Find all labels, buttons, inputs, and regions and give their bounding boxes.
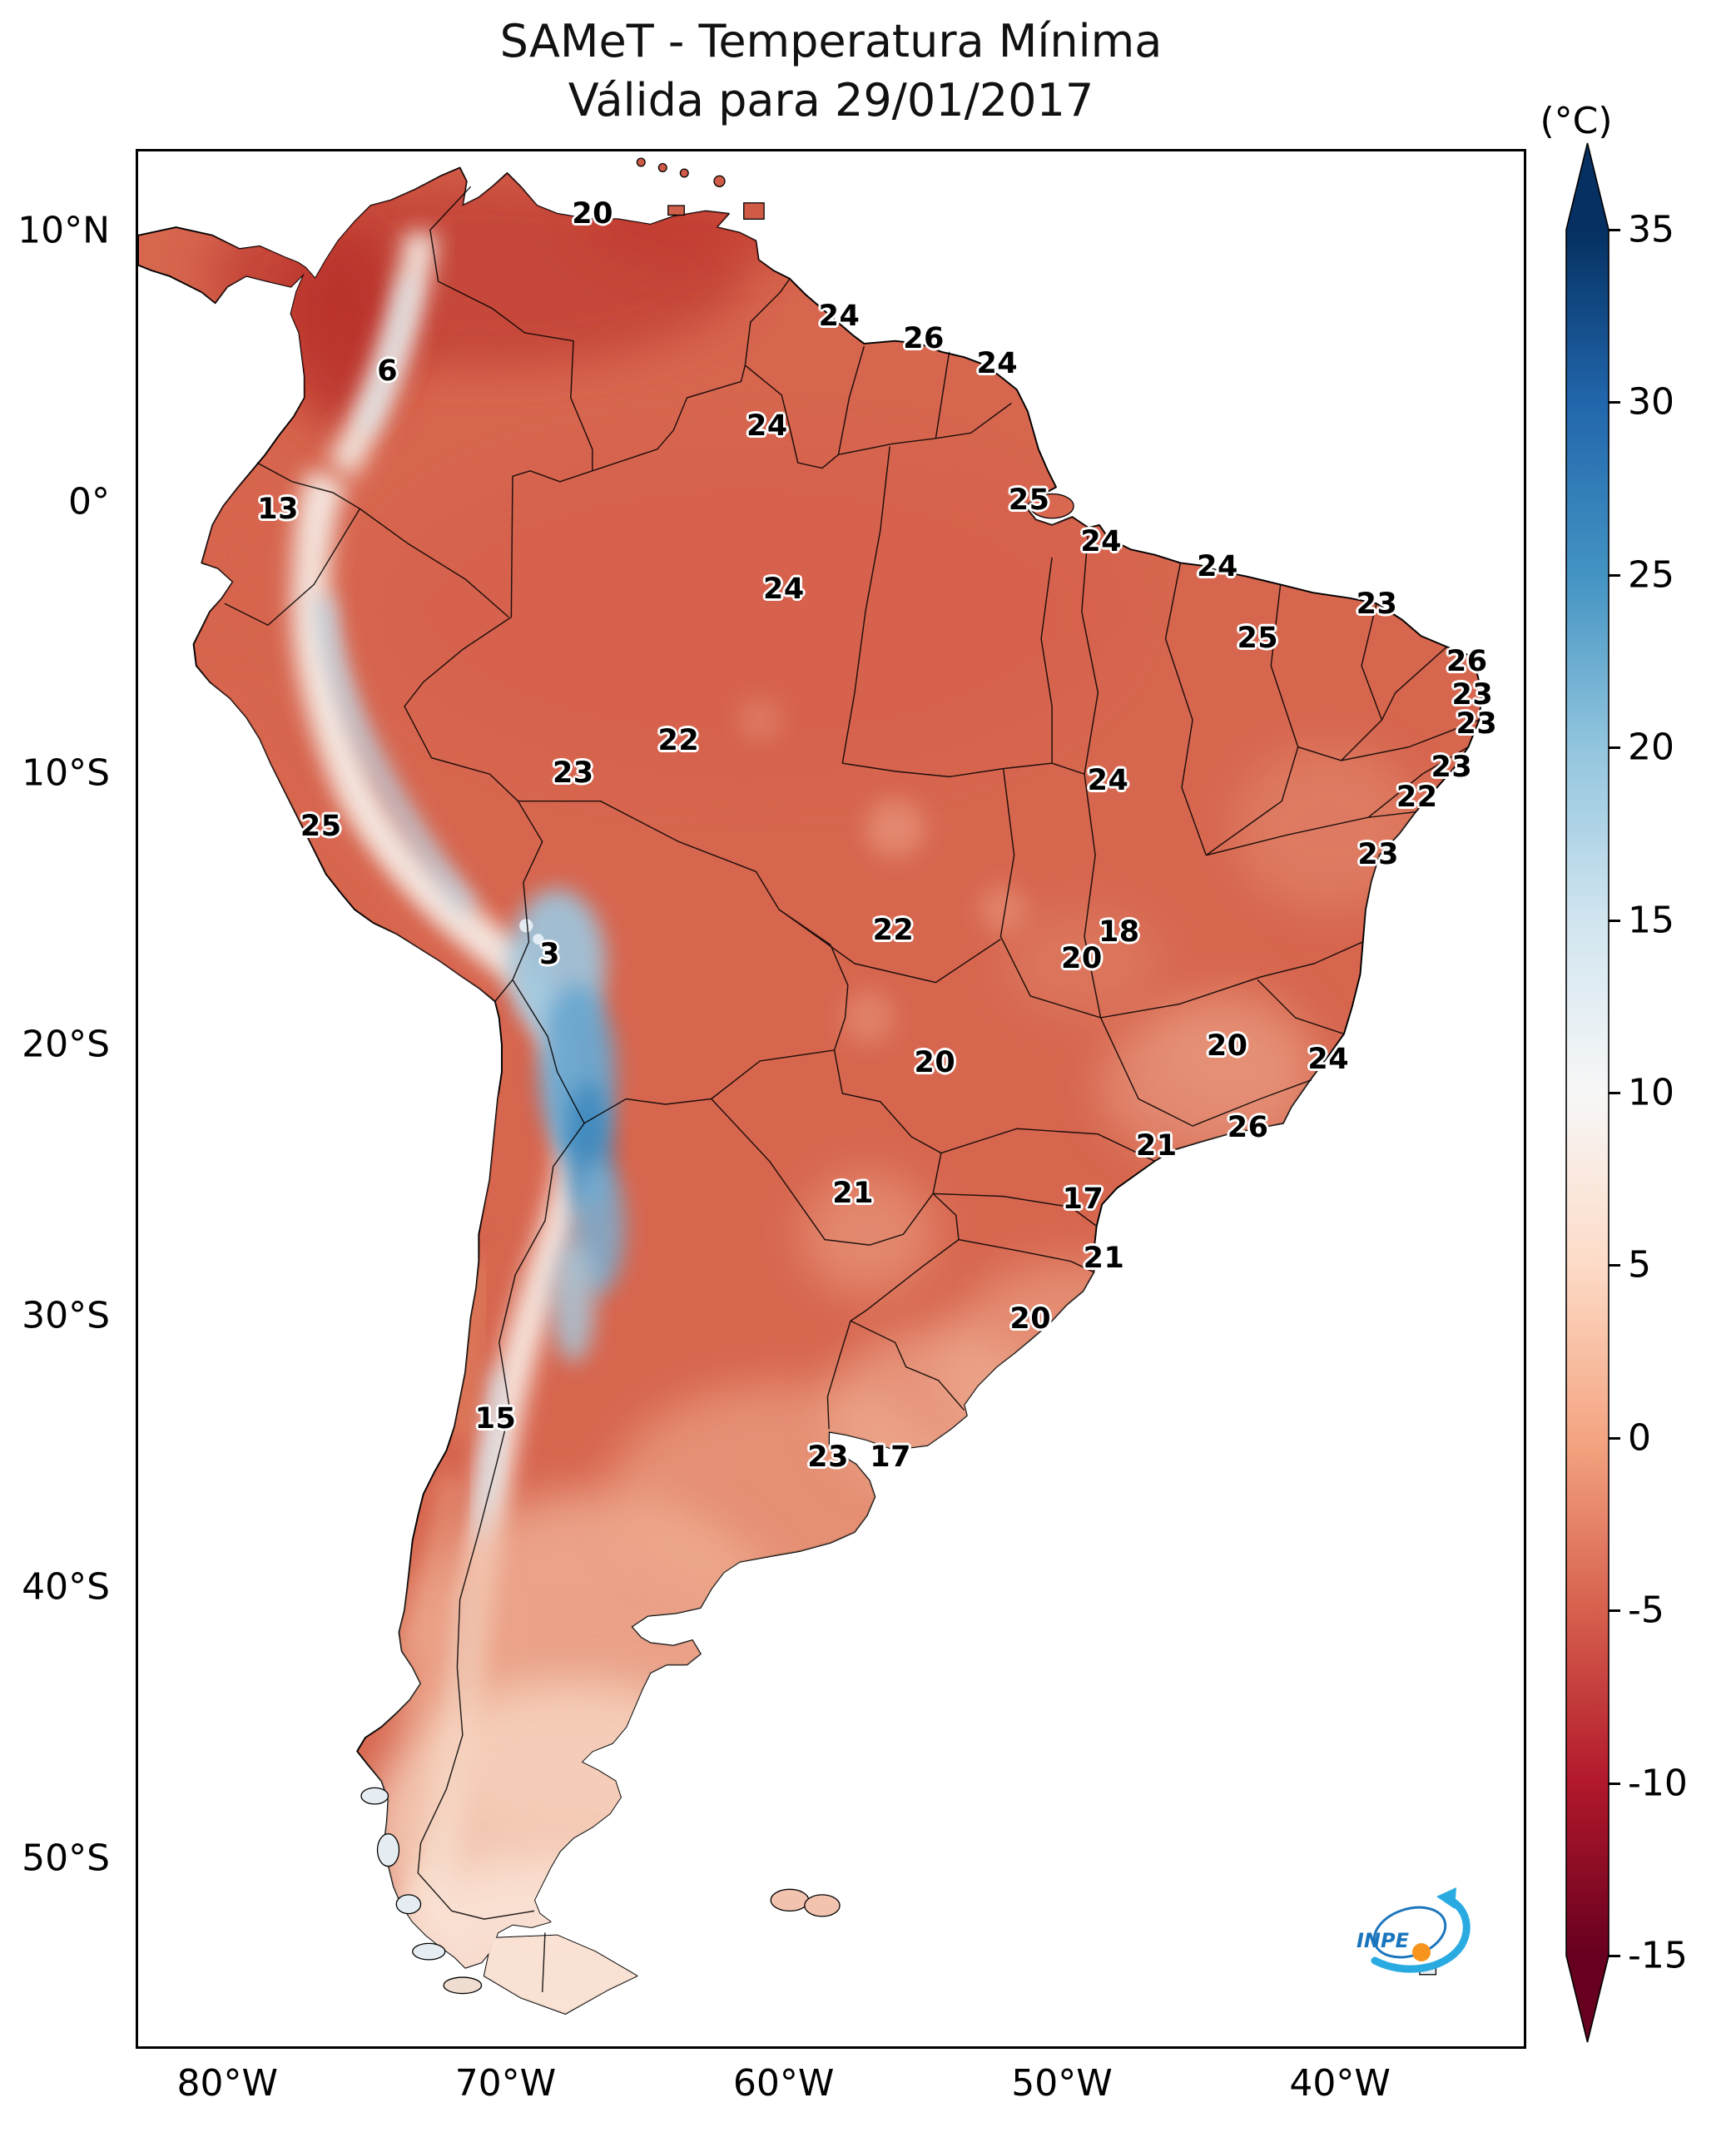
inpe-swoosh-arrow — [1371, 1897, 1471, 1973]
temperature-label: 24 — [746, 409, 788, 444]
temperature-label: 3 — [539, 938, 560, 972]
temperature-label: 20 — [1206, 1029, 1248, 1063]
temperature-label: 20 — [1009, 1302, 1052, 1336]
latitude-tick-label: 10°N — [17, 209, 110, 252]
temperature-label: 25 — [1237, 622, 1279, 656]
colorbar-tick-label: 25 — [1628, 553, 1674, 597]
temperature-label: 26 — [1446, 644, 1488, 678]
inpe-logo: INPE — [1357, 1887, 1471, 1973]
temperature-label: 20 — [572, 197, 613, 231]
inpe-sun-dot — [1412, 1943, 1431, 1961]
map-plot-area: 20 24 26 24 6 24 13 25 24 24 24 23 25 26 23 23 22 23 23 22 2… — [136, 149, 1526, 2049]
temperature-label: 24 — [976, 347, 1019, 381]
inpe-logo-text: INPE — [1357, 1929, 1410, 1952]
latitude-tick-label: 30°S — [22, 1294, 110, 1337]
latitude-tick-label: 50°S — [22, 1837, 110, 1880]
temperature-label: 22 — [657, 724, 700, 758]
temperature-label: 22 — [1396, 781, 1438, 815]
temperature-label: 13 — [257, 493, 300, 527]
temperature-label: 15 — [474, 1402, 517, 1436]
temperature-label: 25 — [300, 809, 342, 843]
colorbar-tick-mark — [1609, 919, 1620, 922]
colorbar-tick-label: -5 — [1628, 1589, 1664, 1632]
colorbar-tick-mark — [1609, 1782, 1620, 1785]
latitude-tick-label: 40°S — [22, 1565, 110, 1609]
colorbar-tick-label: -10 — [1628, 1762, 1688, 1805]
temperature-label: 24 — [1087, 763, 1129, 797]
temperature-label: 23 — [1451, 678, 1494, 712]
colorbar-tick-label: 15 — [1628, 899, 1674, 942]
temperature-label: 17 — [1062, 1183, 1104, 1217]
colorbar-tick-label: 5 — [1628, 1243, 1651, 1287]
temperature-label: 26 — [903, 322, 945, 356]
title-line2: Válida para 29/01/2017 — [568, 74, 1094, 127]
temperature-label: 6 — [377, 355, 399, 389]
islands — [360, 157, 1437, 1995]
temperature-label-layer: 20 24 26 24 6 24 13 25 24 24 24 23 25 26 23 23 22 23 23 22 2… — [138, 151, 1524, 2046]
colorbar-tick-label: 20 — [1628, 726, 1674, 769]
temperature-label: 20 — [914, 1046, 956, 1080]
temperature-label: 23 — [552, 756, 594, 790]
colorbar-tick-mark — [1609, 1092, 1620, 1094]
colorbar-tick-label: 35 — [1628, 208, 1674, 251]
latitude-tick-label: 20°S — [22, 1023, 110, 1066]
temperature-label: 21 — [1083, 1241, 1125, 1275]
latitude-axis: 10°N 0° 10°S 20°S 30°S 40°S 50°S — [0, 0, 125, 2152]
temperature-label: 23 — [807, 1440, 850, 1474]
colorbar-tick-label: -15 — [1628, 1934, 1688, 1977]
colorbar-tick-label: 30 — [1628, 380, 1674, 424]
longitude-axis: 80°W 70°W 60°W 50°W 40°W — [0, 2062, 1736, 2112]
colorbar-tick-mark — [1609, 401, 1620, 404]
temperature-label: 23 — [1456, 707, 1498, 741]
colorbar-tick-mark — [1609, 229, 1620, 231]
colorbar-gradient — [1565, 142, 1610, 2043]
title-line1: SAMeT - Temperatura Mínima — [499, 15, 1163, 67]
longitude-tick-label: 70°W — [454, 2062, 557, 2105]
colorbar-tick-mark — [1609, 746, 1620, 750]
temperature-label: 23 — [1431, 751, 1473, 785]
south-america-map — [138, 157, 1483, 2015]
temperature-label: 17 — [870, 1440, 911, 1474]
colorbar-tick-mark — [1609, 573, 1620, 577]
colorbar-unit-label: (°C) — [1540, 100, 1613, 142]
temperature-label: 24 — [1307, 1042, 1350, 1076]
colorbar-tick-label: 10 — [1628, 1071, 1674, 1114]
longitude-tick-label: 50°W — [1011, 2062, 1113, 2105]
longitude-tick-label: 40°W — [1289, 2062, 1391, 2105]
latitude-tick-label: 10°S — [22, 751, 110, 795]
colorbar-tick-mark — [1609, 1955, 1620, 1957]
temperature-label: 21 — [832, 1177, 874, 1211]
longitude-tick-label: 60°W — [732, 2062, 835, 2105]
colorbar-tick-label: 0 — [1628, 1416, 1651, 1460]
temperature-label: 23 — [1356, 588, 1398, 622]
temperature-label: 25 — [1008, 483, 1050, 517]
page-title: SAMeT - Temperatura Mínima Válida para 2… — [136, 12, 1526, 131]
inpe-arrowhead — [1436, 1887, 1456, 1909]
temperature-label: 23 — [1357, 837, 1400, 871]
temperature-label: 21 — [1135, 1129, 1178, 1163]
temperature-label: 22 — [872, 913, 915, 947]
temperature-label: 24 — [1197, 549, 1238, 583]
latitude-tick-label: 0° — [68, 480, 110, 523]
political-borders — [224, 186, 1480, 1992]
temperature-label: 18 — [1098, 915, 1140, 950]
temperature-label: 26 — [1227, 1110, 1269, 1144]
temperature-label: 24 — [763, 572, 805, 606]
temperature-label: 20 — [1061, 942, 1103, 975]
longitude-tick-label: 80°W — [176, 2062, 279, 2105]
colorbar-tick-mark — [1609, 1436, 1620, 1440]
colorbar-tick-mark — [1609, 1609, 1620, 1613]
colorbar-tick-mark — [1609, 1264, 1620, 1267]
temperature-label: 24 — [1080, 525, 1123, 559]
temperature-label: 24 — [818, 300, 861, 334]
